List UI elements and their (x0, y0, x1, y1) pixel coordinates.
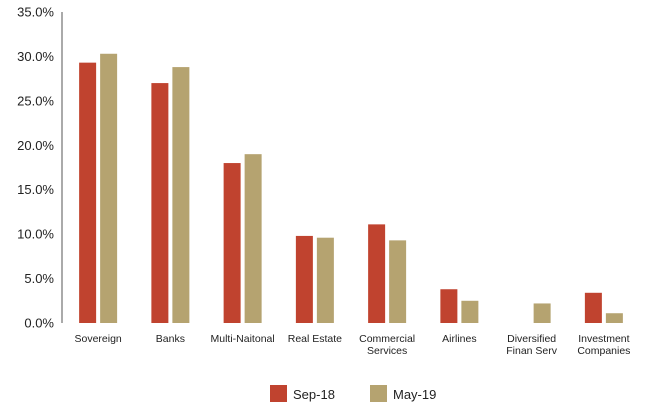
x-category-label: Multi-Naitonal (211, 333, 275, 345)
bar-may-19-commercial-services (389, 240, 407, 323)
y-tick-label: 25.0% (17, 93, 54, 108)
y-tick-label: 20.0% (17, 138, 54, 153)
bar-may-19-airlines (461, 300, 479, 323)
x-category-label-line: Banks (156, 333, 185, 345)
legend-label-sep-18: Sep-18 (293, 387, 335, 402)
bar-may-19-real-estate (316, 237, 334, 323)
y-tick-label: 35.0% (17, 5, 54, 20)
x-category-label-line: Investment (578, 333, 629, 345)
y-axis: 0.0% 5.0% 10.0% 15.0% 20.0% 25.0% 30.0% 35.0% (17, 5, 63, 331)
x-category-label: Commercial Services (359, 333, 415, 357)
x-category-label: Investment Companies (577, 333, 630, 357)
x-category-label: Airlines (442, 333, 476, 345)
legend-swatch-sep-18 (270, 385, 287, 402)
x-axis-labels: Sovereign Banks Multi-Naitonal Real Estate C… (74, 333, 630, 357)
y-tick-label: 30.0% (17, 49, 54, 64)
y-tick-label: 15.0% (17, 182, 54, 197)
legend: Sep-18 May-19 (270, 385, 436, 402)
x-category-label-line: Sovereign (74, 333, 121, 345)
bars (79, 53, 623, 324)
bar-sep-18-commercial-services (368, 224, 386, 323)
y-tick-label: 5.0% (24, 271, 54, 286)
x-category-label-line: Finan Serv (506, 345, 558, 357)
legend-label-may-19: May-19 (393, 387, 436, 402)
bar-sep-18-airlines (440, 289, 458, 323)
bar-may-19-sovereign (100, 53, 118, 324)
y-tick-label: 10.0% (17, 227, 54, 242)
bar-sep-18-multi-naitonal (223, 163, 241, 323)
x-category-label: Diversified Finan Serv (506, 333, 558, 357)
x-category-label: Sovereign (74, 333, 121, 345)
legend-swatch-may-19 (370, 385, 387, 402)
y-tick-label: 0.0% (24, 316, 54, 331)
bar-may-19-diversified-finan-serv (533, 303, 551, 323)
x-category-label-line: Airlines (442, 333, 476, 345)
bar-sep-18-real-estate (295, 235, 313, 323)
bar-sep-18-banks (151, 83, 169, 323)
x-category-label: Banks (156, 333, 185, 345)
x-category-label-line: Multi-Naitonal (211, 333, 275, 345)
x-category-label: Real Estate (288, 333, 342, 345)
bar-may-19-multi-naitonal (244, 154, 262, 323)
x-category-label-line: Services (367, 345, 407, 357)
x-category-label-line: Companies (577, 345, 630, 357)
x-category-label-line: Diversified (507, 333, 556, 345)
x-category-label-line: Real Estate (288, 333, 342, 345)
x-category-label-line: Commercial (359, 333, 415, 345)
bar-sep-18-investment-companies (584, 292, 602, 323)
bar-may-19-banks (172, 67, 190, 323)
bar-may-19-investment-companies (605, 313, 623, 323)
bar-sep-18-sovereign (79, 62, 97, 324)
